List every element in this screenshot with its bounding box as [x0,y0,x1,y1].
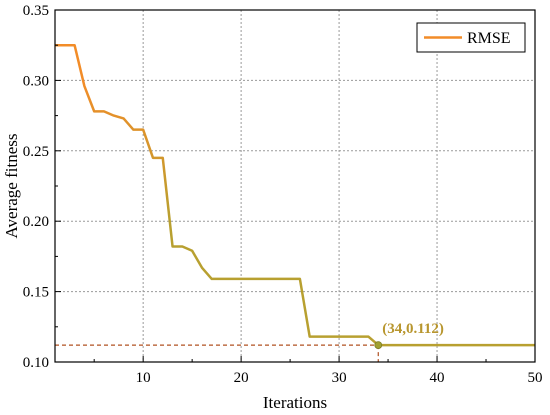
y-tick-label: 0.25 [23,144,49,160]
x-tick-label: 20 [234,370,249,386]
tick-labels: 10 20 30 40 50 0.10 0.15 0.20 0.25 0.30 0.35 [23,3,543,386]
legend: RMSE [416,22,526,53]
x-tick-label: 50 [528,370,543,386]
annotation-marker [374,341,383,350]
y-axis-title: Average fitness [2,134,21,239]
series-line-rmse [55,43,535,347]
ticks [55,9,536,363]
plot-frame [54,9,536,363]
y-tick-label: 0.10 [23,355,49,371]
x-tick-label: 40 [430,370,445,386]
series-layer [55,43,535,347]
x-axis-title: Iterations [263,393,327,412]
y-tick-label: 0.20 [23,214,49,230]
x-tick-label: 30 [332,370,347,386]
annotation-guides [55,344,379,362]
x-tick-label: 10 [136,370,151,386]
annotation: (34,0.112) [374,321,444,350]
y-tick-label: 0.30 [23,73,49,89]
annotation-label: (34,0.112) [382,321,444,337]
y-tick-label: 0.35 [23,3,49,19]
grid [55,10,535,362]
y-tick-label: 0.15 [23,285,49,301]
legend-label: RMSE [467,30,511,47]
